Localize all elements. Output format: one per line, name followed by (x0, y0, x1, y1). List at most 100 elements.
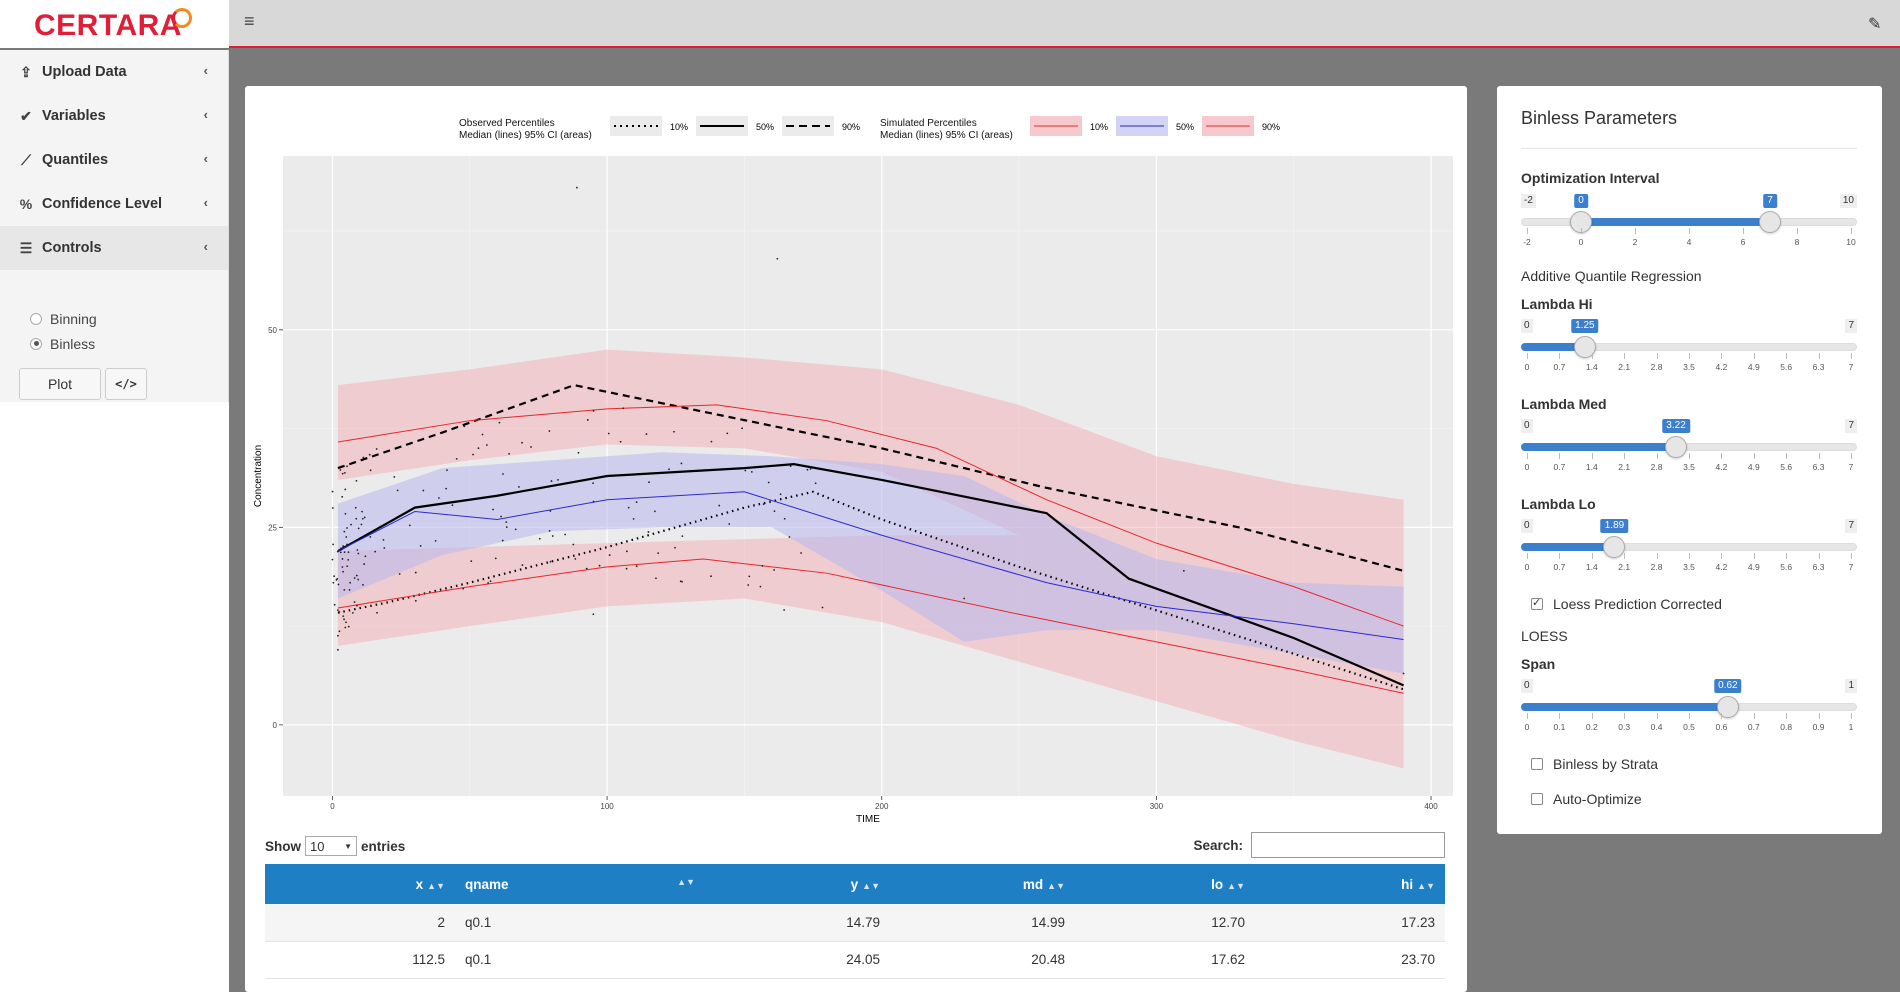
observed-point (357, 578, 360, 581)
observed-point (606, 475, 609, 478)
sidebar-item-quantiles[interactable]: ⟋ Quantiles ‹ (0, 138, 228, 182)
observed-point (814, 482, 817, 485)
observed-point (572, 543, 575, 546)
observed-point (776, 257, 779, 260)
observed-point (767, 481, 770, 484)
code-icon[interactable]: </> (105, 368, 147, 400)
slider-tick (1753, 553, 1755, 559)
observed-point (363, 563, 366, 565)
slider-tick (1786, 353, 1788, 359)
observed-point (494, 557, 497, 560)
binless-by-strata-checkbox-row[interactable]: Binless by Strata (1531, 756, 1658, 772)
sidebar-item-upload-data[interactable]: ⇪ Upload Data ‹ (0, 50, 228, 94)
observed-point (343, 588, 346, 591)
plot-button[interactable]: Plot (19, 368, 101, 400)
span-slider[interactable]: 0 1 0.62 0 0.1 0.2 0.3 0.4 0.5 0.6 0.7 0.8 0.9 1 (1521, 679, 1857, 739)
sidebar-item-controls[interactable]: ☰ Controls ‹ (0, 226, 228, 270)
divider (1521, 148, 1857, 149)
paint-brush-icon[interactable]: ✎ (1868, 16, 1882, 33)
observed-point (342, 570, 345, 573)
column-header-hi[interactable]: hi ▲▼ (1255, 864, 1445, 904)
observed-point (726, 432, 729, 435)
observed-point (336, 578, 339, 580)
simulated-50-ci-band (337, 452, 1404, 674)
search-label: Search: (1193, 837, 1243, 853)
hamburger-icon[interactable]: ≡ (244, 11, 255, 31)
cell-x: 2 (265, 904, 455, 942)
observed-point (341, 558, 344, 560)
cell-hi: 17.23 (1255, 904, 1445, 942)
radio-binning[interactable]: Binning (0, 306, 228, 331)
binless-by-strata-checkbox[interactable] (1531, 758, 1543, 770)
column-header-y[interactable]: y ▲▼ (705, 864, 890, 904)
search-input[interactable] (1251, 832, 1445, 858)
observed-point (343, 551, 346, 554)
radio-button[interactable] (30, 337, 42, 350)
slider-tick-label: 0.1 (1553, 722, 1566, 732)
auto-optimize-checkbox-row[interactable]: Auto-Optimize (1531, 791, 1642, 807)
slider-tick (1591, 553, 1593, 559)
radio-binless[interactable]: Binless (0, 331, 228, 356)
slider-max-label: 7 (1845, 319, 1857, 333)
slider-handle[interactable] (1603, 536, 1626, 558)
slider-tick (1559, 453, 1561, 459)
observed-point (622, 407, 625, 410)
observed-point (655, 577, 657, 580)
observed-point (355, 479, 358, 482)
slider-handle[interactable] (1716, 696, 1739, 718)
observed-point (346, 527, 348, 529)
column-header-md[interactable]: md ▲▼ (890, 864, 1075, 904)
observed-point (575, 186, 578, 189)
slider-min-label: 0 (1521, 319, 1533, 333)
radio-button[interactable] (30, 312, 42, 325)
observed-point (1402, 672, 1405, 675)
optimization-interval-slider[interactable]: -2 10 0 7 -2 0 2 4 6 8 10 (1521, 194, 1857, 254)
series-line-observed-10- (337, 490, 1404, 691)
lambda-hi-slider[interactable]: 0 7 1.25 0 0.7 1.4 2.1 2.8 3.5 4.2 4.9 5.6 6.3 7 (1521, 319, 1857, 379)
slider-handle[interactable] (1665, 436, 1688, 458)
sidebar-item-variables[interactable]: ✔ Variables ‹ (0, 94, 228, 138)
slider-tick-label: 5.6 (1780, 362, 1793, 372)
loess-heading: LOESS (1521, 628, 1568, 644)
observed-point (396, 489, 399, 492)
observed-point (353, 577, 356, 579)
series-line-simulated-50- (337, 491, 1404, 641)
column-header-qname[interactable]: qname ▲▼ (455, 864, 705, 904)
slider-tick (1786, 453, 1788, 459)
slider-tick (1559, 553, 1561, 559)
observed-point (438, 497, 440, 499)
sidebar-item-confidence-level[interactable]: % Confidence Level ‹ (0, 182, 228, 226)
logo-ring-icon (172, 8, 192, 28)
observed-point (369, 469, 372, 472)
y-tick-label: 25 (268, 523, 277, 532)
column-header-x[interactable]: x ▲▼ (265, 864, 455, 904)
observed-point (530, 489, 533, 492)
observed-point (355, 574, 358, 577)
slider-to-handle[interactable] (1759, 211, 1781, 233)
slider-tick-label: 5.6 (1780, 462, 1793, 472)
slider-value: 1.25 (1571, 319, 1599, 333)
slider-min-label: -2 (1521, 194, 1536, 208)
slider-ticks: 0 0.7 1.4 2.1 2.8 3.5 4.2 4.9 5.6 6.3 7 (1521, 453, 1857, 477)
lambda-med-slider[interactable]: 0 7 3.22 0 0.7 1.4 2.1 2.8 3.5 4.2 4.9 5.6 6.3 7 (1521, 419, 1857, 479)
chevron-down-icon: ‹ (203, 239, 208, 254)
observed-point (374, 550, 377, 553)
slider-tick-label: 0.6 (1715, 722, 1728, 732)
table-row[interactable]: 2 q0.1 14.79 14.99 12.70 17.23 (265, 904, 1445, 942)
lambda-lo-slider[interactable]: 0 7 1.89 0 0.7 1.4 2.1 2.8 3.5 4.2 4.9 5.6 6.3 7 (1521, 519, 1857, 579)
loess-corrected-checkbox-row[interactable]: Loess Prediction Corrected (1531, 596, 1722, 612)
slider-tick-label: 4 (1686, 237, 1692, 247)
observed-points (331, 186, 1405, 675)
table-row[interactable]: 112.5 q0.1 24.05 20.48 17.62 23.70 (265, 941, 1445, 979)
slider-tick (1851, 353, 1852, 359)
column-header-lo[interactable]: lo ▲▼ (1075, 864, 1255, 904)
slider-handle[interactable] (1573, 336, 1596, 358)
slider-tick (1689, 353, 1690, 359)
observed-point (338, 630, 341, 633)
page-size-select[interactable]: 10 ▼ (305, 836, 357, 856)
logo-text: CERTARA (34, 9, 182, 42)
observed-point (809, 468, 812, 470)
slider-fill (1521, 543, 1615, 551)
loess-corrected-checkbox[interactable] (1531, 596, 1543, 610)
auto-optimize-checkbox[interactable] (1531, 793, 1543, 805)
